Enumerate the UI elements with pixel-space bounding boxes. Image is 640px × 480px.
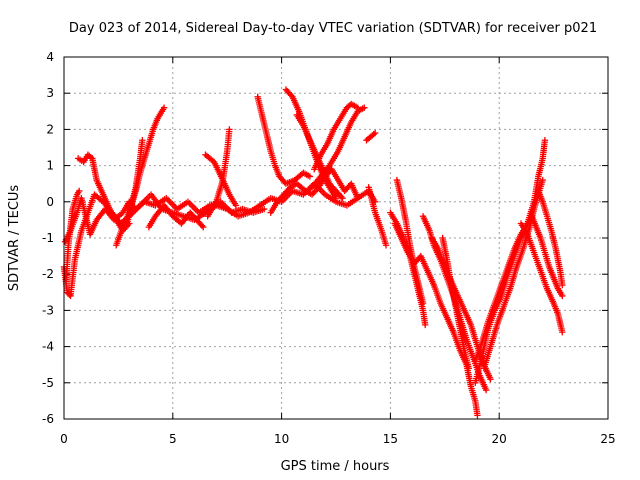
- data-point: [539, 176, 546, 184]
- y-tick-label: 0: [46, 195, 54, 209]
- data-point: [482, 386, 490, 394]
- x-tick-label: 20: [492, 432, 507, 446]
- data-point: [189, 203, 196, 210]
- data-point: [465, 365, 472, 372]
- data-point: [226, 126, 233, 133]
- y-tick-label: -1: [42, 231, 54, 245]
- data-point: [559, 281, 566, 289]
- data-point: [186, 200, 193, 207]
- x-tick-labels: 0 5 10 15 20 25: [60, 432, 615, 446]
- data-point: [287, 92, 295, 99]
- y-tick-label: 1: [46, 159, 54, 173]
- data-point: [339, 194, 346, 202]
- data-point: [487, 375, 494, 383]
- x-tick-label: 15: [383, 432, 398, 446]
- x-tick-label: 10: [274, 432, 289, 446]
- x-axis-label: GPS time / hours: [281, 459, 390, 474]
- data-point: [559, 328, 566, 336]
- data-point: [200, 223, 207, 231]
- data-point: [314, 185, 321, 192]
- x-tick-label: 25: [600, 432, 615, 446]
- data-point: [474, 412, 481, 419]
- data-point: [306, 173, 314, 180]
- data-point: [167, 199, 175, 207]
- y-tick-label: -6: [42, 412, 54, 426]
- data-point: [191, 204, 198, 212]
- y-tick-label: 4: [46, 50, 54, 64]
- data-point: [139, 137, 146, 144]
- plot-frame: [63, 56, 609, 420]
- data-point: [332, 194, 340, 202]
- data-point: [422, 321, 429, 329]
- data-point: [559, 292, 566, 300]
- y-axis-label: SDTVAR / TECUs: [7, 185, 22, 292]
- data-point: [354, 194, 361, 202]
- y-tick-labels: -6 -5 -4 -3 -2 -1 0 1 2 3 4: [42, 50, 54, 426]
- x-tick-label: 0: [60, 432, 68, 446]
- data-point: [260, 205, 268, 213]
- y-tick-label: -3: [42, 303, 54, 317]
- data-point: [76, 187, 83, 195]
- data-point: [232, 202, 240, 209]
- data-point: [419, 299, 427, 307]
- data-point: [361, 104, 368, 111]
- data-point: [524, 220, 531, 227]
- y-tick-label: 3: [46, 86, 54, 100]
- chart-title: Day 023 of 2014, Sidereal Day-to-day VTE…: [69, 21, 597, 36]
- data-point: [382, 242, 390, 249]
- data-points: [60, 86, 566, 419]
- data-point: [338, 193, 345, 200]
- y-tick-label: -5: [42, 376, 54, 390]
- y-tick-label: -2: [42, 267, 54, 281]
- data-point: [160, 104, 168, 111]
- data-point: [541, 137, 549, 144]
- x-tick-label: 5: [169, 432, 177, 446]
- data-point: [198, 222, 206, 229]
- data-point: [371, 129, 379, 137]
- y-tick-label: 2: [46, 122, 54, 136]
- y-tick-label: -4: [42, 340, 54, 354]
- data-point: [370, 131, 377, 138]
